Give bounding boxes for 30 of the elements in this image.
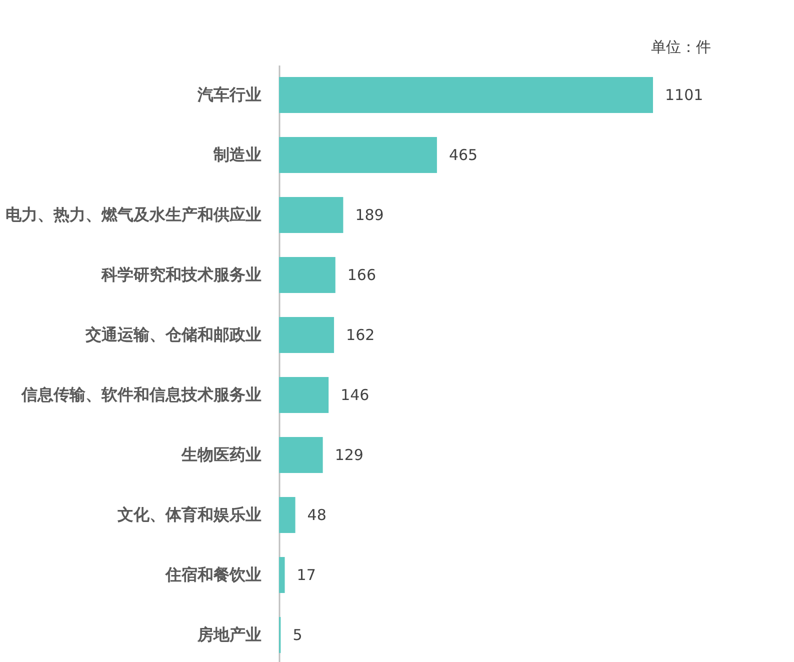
y-tick-label: 文化、体育和娱乐业 <box>116 505 262 524</box>
y-tick-label: 房地产业 <box>196 625 262 644</box>
bar <box>279 197 344 233</box>
bar <box>279 557 285 593</box>
data-label: 189 <box>355 206 384 224</box>
bar <box>279 437 323 473</box>
bar <box>279 257 336 293</box>
bar <box>279 497 296 533</box>
bar <box>279 137 437 173</box>
y-tick-label: 汽车行业 <box>196 85 262 104</box>
y-tick-label: 信息传输、软件和信息技术服务业 <box>20 385 262 404</box>
y-tick-label: 科学研究和技术服务业 <box>100 265 262 284</box>
y-tick-label: 交通运输、仓储和邮政业 <box>84 325 262 344</box>
bar <box>279 377 329 413</box>
data-label: 166 <box>347 266 376 284</box>
text: 单位：件 <box>651 38 711 56</box>
data-label: 146 <box>340 386 370 404</box>
y-tick-label: 电力、热力、燃气及水生产和供应业 <box>6 205 262 224</box>
data-label: 129 <box>334 446 364 464</box>
data-label: 17 <box>296 566 316 584</box>
data-label: 162 <box>346 326 375 344</box>
y-tick-label: 生物医药业 <box>180 445 262 464</box>
data-label: 465 <box>448 146 478 164</box>
data-label: 5 <box>292 626 302 644</box>
data-label: 48 <box>307 506 326 524</box>
y-tick-label: 制造业 <box>212 145 262 164</box>
data-label: 1101 <box>665 86 704 104</box>
bar <box>279 317 334 353</box>
y-tick-label: 住宿和餐饮业 <box>164 565 262 584</box>
bar <box>279 77 653 113</box>
